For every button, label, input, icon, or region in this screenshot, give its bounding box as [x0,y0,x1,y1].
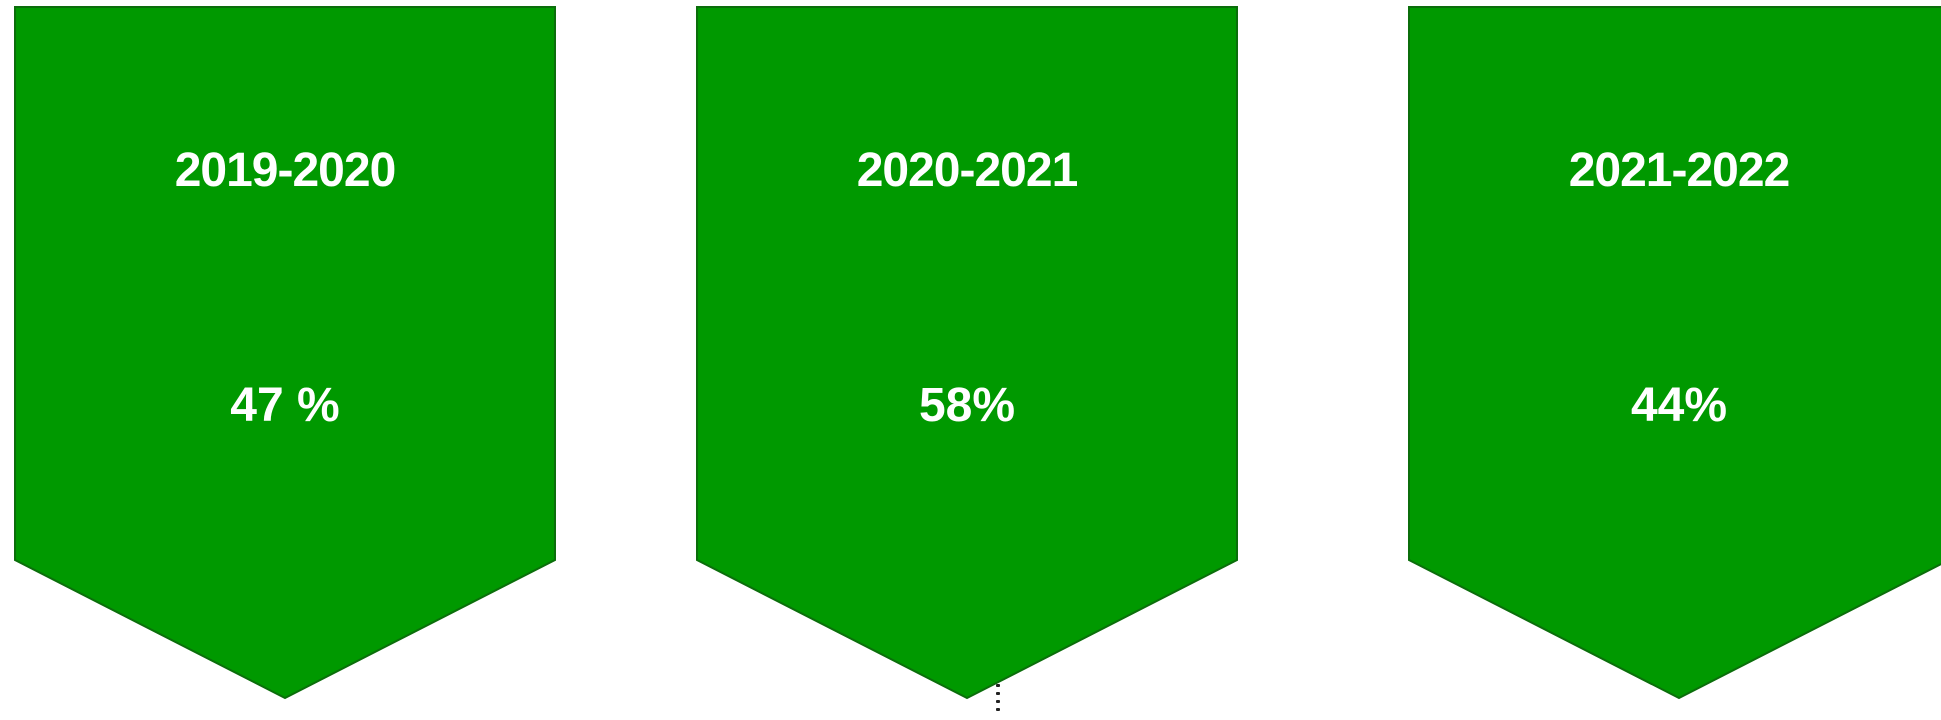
chevron-card-2021-2022: 2021-2022 44% [1408,6,1941,700]
chevron-card-2020-2021: 2020-2021 58% [696,6,1238,700]
connector-dot [996,684,1000,687]
year-label: 2021-2022 [1568,144,1791,197]
year-label: 2020-2021 [856,144,1079,197]
percentage-value: 44% [1630,379,1728,432]
chevron-shape [696,6,1238,700]
connector-dot [996,700,1000,703]
chevron-shape [1408,6,1941,700]
percentage-value: 47 % [230,379,340,432]
connector-dot [996,692,1000,695]
percentage-value: 58% [918,379,1016,432]
dotted-connector [994,684,1002,720]
connector-dot [996,708,1000,711]
year-label: 2019-2020 [174,144,397,197]
chevron-shape [14,6,556,700]
chevron-card-2019-2020: 2019-2020 47 % [14,6,556,700]
